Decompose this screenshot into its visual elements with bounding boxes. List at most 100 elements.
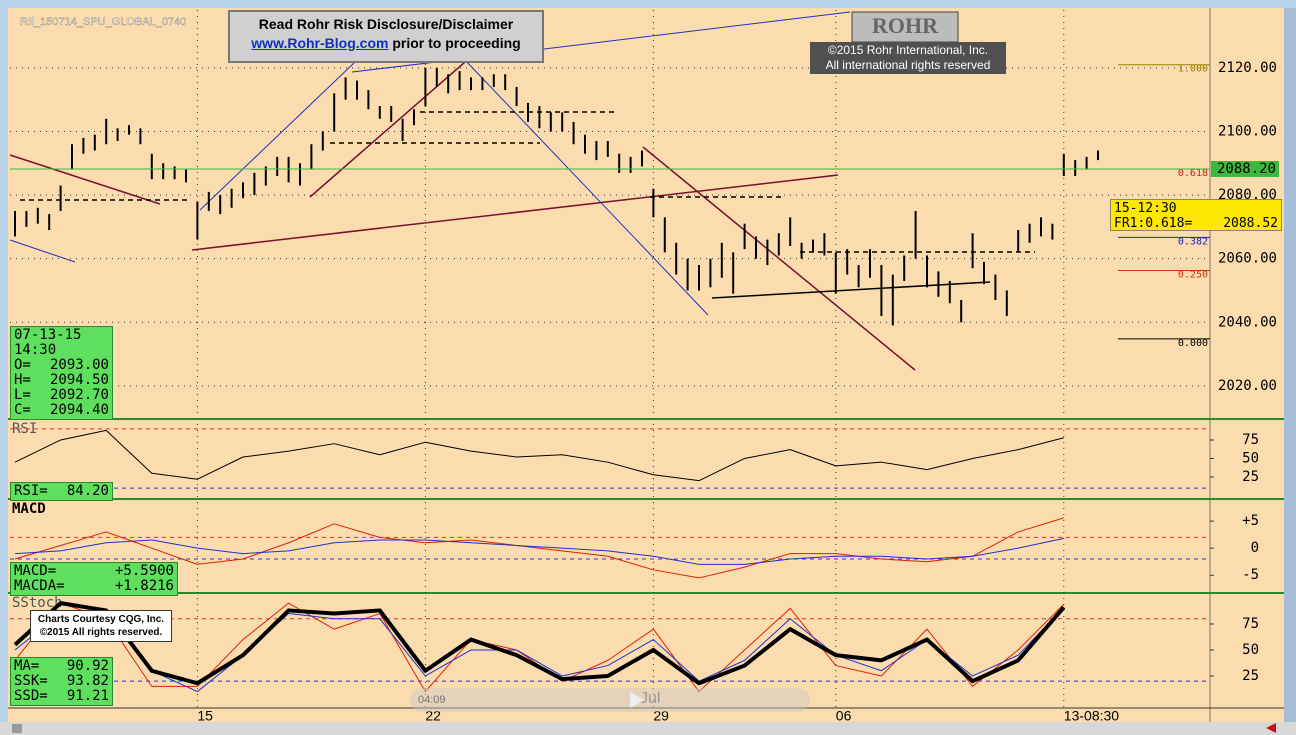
video-player[interactable]: 04:09 Jul — [410, 688, 810, 712]
readout-row: SSD= 91.21 — [14, 689, 109, 704]
y-tick-label: 75 — [1242, 616, 1259, 632]
disclaimer-rest: prior to proceeding — [392, 35, 521, 51]
fib-label: 0.000 — [1178, 338, 1208, 349]
courtesy-box: Charts Courtesy CQG, Inc. ©2015 All righ… — [30, 610, 172, 642]
readout: MACD= +5.5900 MACDA= +1.8216 — [10, 562, 178, 596]
readout-value: 2094.40 — [49, 402, 109, 418]
x-tick-label: 22 — [425, 708, 441, 724]
indicator-line — [13, 601, 1066, 686]
indicator-line — [14, 537, 1064, 565]
disclaimer-text: www.Rohr-Blog.com prior to proceeding — [230, 34, 542, 53]
readout-row: MA= 90.92 — [14, 659, 109, 674]
x-tick-label: 15 — [197, 708, 213, 724]
indicator-line — [14, 517, 1064, 579]
readout-row: MACD= +5.5900 — [14, 564, 174, 579]
y-tick-label: 2100.00 — [1218, 123, 1277, 139]
readout-label: MACDA= — [14, 578, 65, 594]
fib-box: 15-12:30 FR1:0.618= 2088.52 — [1110, 199, 1282, 231]
fib-value: 2088.52 — [1223, 216, 1278, 231]
chart-area — [8, 8, 1284, 722]
readout-value: +5.5900 — [114, 563, 174, 579]
x-tick-label: 29 — [653, 708, 669, 724]
readout-row: L= 2092.70 — [14, 388, 109, 403]
readout-value: 84.20 — [66, 483, 109, 499]
scroll-arrow[interactable] — [1266, 723, 1276, 733]
readout-label: MACD= — [14, 563, 57, 579]
fib-label: FR1:0.618= — [1114, 216, 1193, 231]
readout-row: RSI= 84.20 — [14, 484, 109, 499]
fib-row: FR1:0.618= 2088.52 — [1114, 216, 1278, 231]
readout-date: 07-13-15 — [14, 327, 82, 343]
y-tick-label: 0 — [1251, 540, 1259, 556]
y-tick-label: 50 — [1242, 450, 1259, 466]
y-tick-label: 25 — [1242, 469, 1259, 485]
file-name: RII_150714_SPU_GLOBAL_0740 — [20, 16, 186, 28]
readout-time: 14:30 — [14, 342, 57, 358]
y-tick-label: -5 — [1242, 567, 1259, 583]
copyright-box: ©2015 Rohr International, Inc. All inter… — [810, 42, 1006, 74]
disclaimer-title: Read Rohr Risk Disclosure/Disclaimer — [258, 16, 514, 32]
readout-label: H= — [14, 372, 31, 388]
readout: 07-13-15 14:30 O= 2093.00 H= 2094.50 L= 2092.70… — [10, 326, 113, 420]
readout: MA= 90.92 SSK= 93.82 SSD= 91.21 — [10, 657, 113, 706]
play-button[interactable] — [630, 692, 644, 708]
readout-value: 2093.00 — [49, 357, 109, 373]
panel-separators — [8, 418, 1284, 594]
fib-label: 0.382 — [1178, 236, 1208, 247]
support-lines — [20, 111, 1035, 253]
panel-title: SStoch — [12, 595, 63, 611]
readout-label: C= — [14, 402, 31, 418]
readout-label: L= — [14, 387, 31, 403]
readout-value: +1.8216 — [114, 578, 174, 594]
scroll-thumb[interactable] — [12, 724, 22, 733]
x-tick-label: 13-08:30 — [1064, 708, 1119, 724]
readout-label: SSK= — [14, 673, 48, 689]
copyright-line: All international rights reserved — [825, 58, 991, 72]
x-tick-label: 06 — [836, 708, 852, 724]
fib-label: 0.618 — [1178, 168, 1208, 179]
readout-row: MACDA= +1.8216 — [14, 579, 174, 594]
y-tick-label: 2120.00 — [1218, 60, 1277, 76]
readout-value: 93.82 — [66, 673, 109, 689]
last-price-label: 2088.20 — [1217, 161, 1276, 177]
readout-label: RSI= — [14, 483, 48, 499]
readout-row: O= 2093.00 — [14, 358, 109, 373]
readout-value: 2092.70 — [49, 387, 109, 403]
readout-value: 90.92 — [66, 658, 109, 674]
logo: ROHR — [872, 13, 939, 38]
y-tick-label: 2060.00 — [1218, 251, 1277, 267]
fib-time: 15-12:30 — [1114, 201, 1177, 216]
y-tick-label: 2040.00 — [1218, 314, 1277, 330]
y-tick-label: +5 — [1242, 513, 1259, 529]
readout-label: SSD= — [14, 688, 48, 704]
courtesy-line: ©2015 All rights reserved. — [39, 627, 163, 638]
fib-label: 0.250 — [1178, 269, 1208, 280]
y-tick-label: 25 — [1242, 668, 1259, 684]
logo-box — [851, 11, 959, 43]
readout: RSI= 84.20 — [10, 482, 113, 501]
side-strip — [1284, 8, 1296, 722]
readout-label: O= — [14, 357, 31, 373]
readout-value: 91.21 — [66, 688, 109, 704]
readout-row: C= 2094.40 — [14, 403, 109, 418]
blog-link[interactable]: www.Rohr-Blog.com — [251, 35, 389, 51]
player-time: 04:09 — [418, 694, 446, 706]
readout-label: MA= — [14, 658, 40, 674]
readout-value: 2094.50 — [49, 372, 109, 388]
y-tick-label: 50 — [1242, 642, 1259, 658]
disclaimer-box: Read Rohr Risk Disclosure/Disclaimer www… — [228, 10, 544, 63]
panel-title: MACD — [12, 501, 46, 517]
y-tick-label: 2020.00 — [1218, 378, 1277, 394]
indicator-line — [14, 606, 1065, 693]
last-price-box — [1211, 161, 1279, 178]
readout-row: H= 2094.50 — [14, 373, 109, 388]
y-tick-label: 75 — [1242, 432, 1259, 448]
copyright-line: ©2015 Rohr International, Inc. — [827, 43, 989, 57]
panel-title: RSI — [12, 421, 37, 437]
courtesy-line: Charts Courtesy CQG, Inc. — [37, 614, 165, 625]
player-month: Jul — [640, 690, 661, 707]
scrollbar[interactable] — [0, 722, 1296, 735]
readout-row: SSK= 93.82 — [14, 674, 109, 689]
